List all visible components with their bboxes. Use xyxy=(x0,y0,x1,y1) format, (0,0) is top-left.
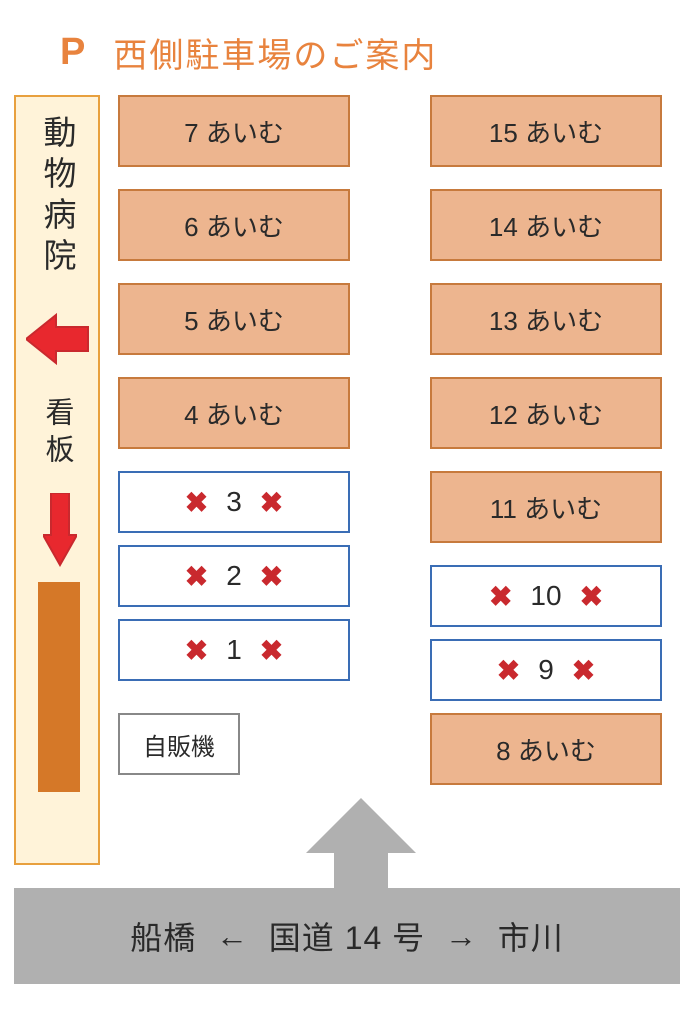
slot-label: 11 あいむ xyxy=(490,489,602,526)
slot-number: 2 xyxy=(226,560,242,592)
x-icon: ✖ xyxy=(260,560,283,593)
slot-label: 5 あいむ xyxy=(184,301,284,338)
parking-slot-9: ✖ 9 ✖ xyxy=(430,639,662,701)
road-right: 市川 xyxy=(498,913,564,959)
slot-content: ✖ 2 ✖ xyxy=(185,560,284,593)
parking-slot-14: 14 あいむ xyxy=(430,189,662,261)
road-arrow-right: → xyxy=(425,918,498,955)
parking-slot-6: 6 あいむ xyxy=(118,189,350,261)
slot-content: ✖ 1 ✖ xyxy=(185,634,284,667)
slot-label: 7 あいむ xyxy=(184,113,284,150)
x-icon: ✖ xyxy=(489,580,512,613)
slot-label: 6 あいむ xyxy=(184,207,284,244)
sidebar: 動物病院 看板 xyxy=(14,95,100,865)
parking-slot-12: 12 あいむ xyxy=(430,377,662,449)
slot-number: 10 xyxy=(530,580,561,612)
slot-label: 12 あいむ xyxy=(489,395,603,432)
slot-content: ✖ 10 ✖ xyxy=(489,580,603,613)
arrow-down-icon xyxy=(43,493,77,567)
title-text: 西側駐車場のご案内 xyxy=(113,28,437,77)
parking-slot-8: 8 あいむ xyxy=(430,713,662,785)
left-column: 7 あいむ 6 あいむ 5 あいむ 4 あいむ ✖ 3 ✖ ✖ 2 ✖ ✖ 1 ✖ 自販機 xyxy=(118,95,350,775)
title-prefix: P xyxy=(60,31,85,74)
right-column: 15 あいむ 14 あいむ 13 あいむ 12 あいむ 11 あいむ ✖ 10 ✖ ✖ 9 ✖ 8 あ… xyxy=(430,95,662,807)
parking-slot-4: 4 あいむ xyxy=(118,377,350,449)
parking-slot-15: 15 あいむ xyxy=(430,95,662,167)
sidebar-block xyxy=(38,582,80,792)
x-icon: ✖ xyxy=(185,486,208,519)
x-icon: ✖ xyxy=(580,580,603,613)
x-icon: ✖ xyxy=(185,634,208,667)
slot-label: 4 あいむ xyxy=(184,395,284,432)
parking-slot-13: 13 あいむ xyxy=(430,283,662,355)
slot-content: ✖ 9 ✖ xyxy=(497,654,596,687)
slot-label: 14 あいむ xyxy=(489,207,603,244)
road-bar: 船橋 ← 国道 14 号 → 市川 xyxy=(14,888,680,984)
parking-slot-11: 11 あいむ xyxy=(430,471,662,543)
parking-slot-5: 5 あいむ xyxy=(118,283,350,355)
parking-slot-3: ✖ 3 ✖ xyxy=(118,471,350,533)
slot-content: ✖ 3 ✖ xyxy=(185,486,284,519)
slot-number: 1 xyxy=(226,634,242,666)
slot-number: 3 xyxy=(226,486,242,518)
slot-label: 13 あいむ xyxy=(489,301,603,338)
slot-label: 8 あいむ xyxy=(496,731,596,768)
title-row: P 西側駐車場のご案内 xyxy=(60,28,437,77)
slot-number: 9 xyxy=(538,654,554,686)
x-icon: ✖ xyxy=(185,560,208,593)
slot-label: 15 あいむ xyxy=(489,113,603,150)
parking-slot-10: ✖ 10 ✖ xyxy=(430,565,662,627)
arrow-left-icon xyxy=(26,311,92,367)
road-center: 国道 14 号 xyxy=(269,913,425,959)
vending-machine: 自販機 xyxy=(118,713,240,775)
road-arrow-left: ← xyxy=(196,918,269,955)
sidebar-label-sign: 看板 xyxy=(36,397,78,471)
x-icon: ✖ xyxy=(572,654,595,687)
parking-slot-2: ✖ 2 ✖ xyxy=(118,545,350,607)
x-icon: ✖ xyxy=(497,654,520,687)
parking-slot-7: 7 あいむ xyxy=(118,95,350,167)
sidebar-label-hospital: 動物病院 xyxy=(33,115,81,279)
road-left: 船橋 xyxy=(130,913,196,959)
parking-slot-1: ✖ 1 ✖ xyxy=(118,619,350,681)
x-icon: ✖ xyxy=(260,486,283,519)
x-icon: ✖ xyxy=(260,634,283,667)
